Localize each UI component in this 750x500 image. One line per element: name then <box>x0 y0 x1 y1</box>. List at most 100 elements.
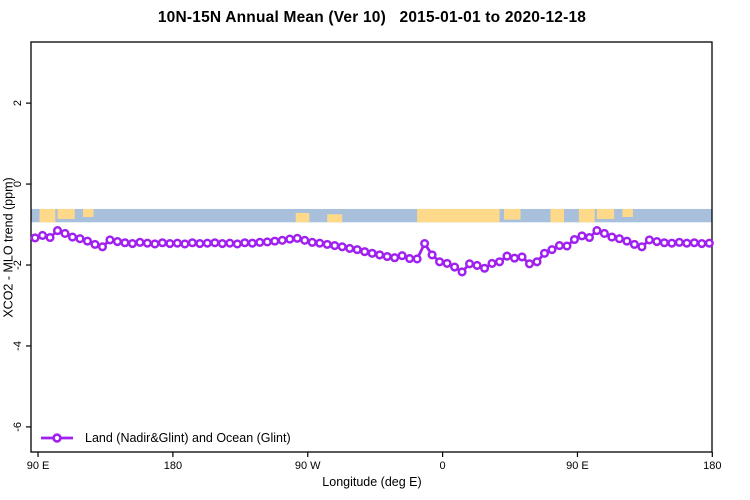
data-point <box>412 254 422 264</box>
data-point <box>592 226 602 236</box>
data-point <box>644 235 654 245</box>
data-point <box>67 232 78 242</box>
map-band-ocean <box>31 208 712 223</box>
map-band-land <box>39 208 56 223</box>
y-tick-label: -6 <box>12 422 24 432</box>
data-point <box>450 262 460 272</box>
x-axis-label: Longitude (deg E) <box>322 475 422 489</box>
x-tick-label: 180 <box>164 460 182 472</box>
data-point <box>457 267 467 277</box>
data-point <box>674 237 684 247</box>
data-point <box>704 238 714 248</box>
y-tick-label: 2 <box>12 100 24 106</box>
data-point <box>397 251 407 261</box>
data-point <box>37 230 48 241</box>
data-point <box>165 239 175 249</box>
data-point <box>337 242 347 252</box>
data-point <box>90 239 100 249</box>
data-point <box>524 259 535 269</box>
map-band-land <box>550 208 564 223</box>
data-point <box>689 238 699 248</box>
data-point <box>292 233 302 243</box>
data-point <box>60 228 70 238</box>
data-point <box>247 238 257 248</box>
map-band-land <box>596 208 615 219</box>
data-point <box>187 238 197 248</box>
data-point <box>45 232 55 243</box>
data-point <box>142 238 152 248</box>
data-point <box>195 239 205 249</box>
data-point <box>225 238 235 248</box>
data-point <box>554 241 565 251</box>
data-point <box>539 248 550 258</box>
data-point <box>420 239 430 249</box>
data-point <box>255 237 265 247</box>
data-point <box>382 251 392 262</box>
data-point <box>307 237 317 247</box>
data-point <box>345 243 355 253</box>
data-point <box>262 237 272 247</box>
data-point <box>322 239 332 249</box>
data-point <box>547 245 557 255</box>
data-point <box>217 239 227 249</box>
data-point <box>480 263 490 273</box>
data-point <box>30 233 40 243</box>
data-point <box>180 239 190 249</box>
data-point <box>330 241 340 251</box>
y-axis-label: XCO2 - MLO trend (ppm) <box>1 177 16 318</box>
data-point <box>352 245 362 255</box>
data-point <box>135 237 145 247</box>
legend-marker-icon <box>41 433 73 443</box>
data-point <box>127 239 137 249</box>
data-point <box>667 238 677 248</box>
data-point <box>210 238 220 248</box>
data-point <box>157 238 167 248</box>
map-band-land <box>622 208 633 217</box>
data-point <box>277 235 287 245</box>
data-point <box>315 238 325 248</box>
data-point <box>150 239 160 249</box>
x-tick-label: 90 W <box>295 460 321 472</box>
data-point <box>270 236 280 246</box>
data-point <box>75 234 85 244</box>
legend: Land (Nadir&Glint) and Ocean (Glint) <box>40 431 291 445</box>
data-point <box>577 231 587 241</box>
data-point <box>487 258 497 268</box>
plot-frame <box>30 41 713 453</box>
data-point <box>82 236 93 246</box>
map-band-land <box>417 208 500 223</box>
data-point <box>494 257 505 267</box>
data-point <box>517 252 527 262</box>
data-point <box>435 257 445 267</box>
data-point <box>405 253 415 264</box>
map-band-land <box>57 208 75 219</box>
data-point <box>105 235 115 245</box>
data-point <box>52 226 63 236</box>
data-point <box>659 238 669 248</box>
data-point <box>509 253 520 263</box>
data-point <box>285 234 295 244</box>
data-point <box>472 260 482 270</box>
data-point <box>607 232 617 242</box>
data-point <box>240 238 250 248</box>
data-point <box>465 259 475 269</box>
x-tick-label: 0 <box>440 460 446 472</box>
data-point <box>172 238 182 248</box>
data-point <box>584 232 594 243</box>
map-band-land <box>578 208 595 223</box>
chart-title: 10N-15N Annual Mean (Ver 10) 2015-01-01 … <box>157 9 587 26</box>
data-point <box>697 239 707 249</box>
data-point <box>442 258 452 268</box>
y-tick-label: -4 <box>12 341 24 351</box>
data-point <box>599 228 609 238</box>
map-band-land <box>504 208 521 220</box>
data-point <box>562 241 572 251</box>
data-point <box>202 238 212 248</box>
data-point <box>569 234 580 245</box>
data-point <box>390 253 400 263</box>
data-point <box>375 250 385 260</box>
data-point <box>614 234 624 244</box>
y-tick-label: 0 <box>12 181 24 187</box>
